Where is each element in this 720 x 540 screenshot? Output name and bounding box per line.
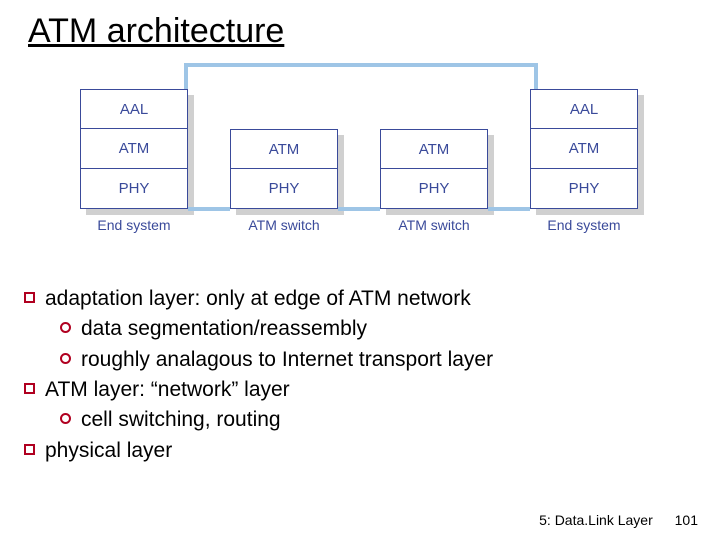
slide-title: ATM architecture bbox=[28, 12, 700, 51]
layer-box: ATM bbox=[80, 129, 188, 169]
stack-caption: End system bbox=[80, 217, 188, 233]
bullet-level-1: physical layer bbox=[24, 437, 700, 465]
circle-bullet-icon bbox=[60, 353, 71, 364]
circle-bullet-icon bbox=[60, 413, 71, 424]
layer-box: PHY bbox=[530, 169, 638, 209]
bullet-level-2: roughly analagous to Internet transport … bbox=[60, 346, 700, 374]
square-bullet-icon bbox=[24, 444, 35, 455]
layer-box: PHY bbox=[80, 169, 188, 209]
phy-wire bbox=[338, 207, 380, 211]
layer-box: ATM bbox=[380, 129, 488, 169]
stack-caption: ATM switch bbox=[380, 217, 488, 233]
stack-caption: End system bbox=[530, 217, 638, 233]
layer-box: AAL bbox=[80, 89, 188, 129]
bullet-text: roughly analagous to Internet transport … bbox=[81, 346, 493, 374]
bullet-level-2: cell switching, routing bbox=[60, 406, 700, 434]
layer-box: AAL bbox=[530, 89, 638, 129]
protocol-stack: AALATMPHY End system bbox=[80, 89, 188, 233]
square-bullet-icon bbox=[24, 383, 35, 394]
bullet-list: adaptation layer: only at edge of ATM ne… bbox=[24, 285, 700, 465]
protocol-stack: ATMPHY ATM switch bbox=[230, 129, 338, 233]
phy-wire bbox=[488, 207, 530, 211]
phy-wire bbox=[188, 207, 230, 211]
bullet-text: ATM layer: “network” layer bbox=[45, 376, 290, 404]
stack-caption: ATM switch bbox=[230, 217, 338, 233]
bullet-text: cell switching, routing bbox=[81, 406, 281, 434]
bullet-text: data segmentation/reassembly bbox=[81, 315, 367, 343]
footer-chapter: 5: Data.Link Layer bbox=[539, 512, 653, 528]
circle-bullet-icon bbox=[60, 322, 71, 333]
aal-wire bbox=[184, 63, 538, 67]
layer-box: ATM bbox=[230, 129, 338, 169]
layer-box: PHY bbox=[380, 169, 488, 209]
bullet-text: physical layer bbox=[45, 437, 172, 465]
layer-box: PHY bbox=[230, 169, 338, 209]
slide-footer: 5: Data.Link Layer 101 bbox=[539, 512, 698, 528]
bullet-level-1: ATM layer: “network” layer bbox=[24, 376, 700, 404]
atm-diagram: AALATMPHYEnd systemATMPHYATM switchATMPH… bbox=[70, 69, 650, 259]
footer-page: 101 bbox=[675, 512, 698, 528]
bullet-text: adaptation layer: only at edge of ATM ne… bbox=[45, 285, 471, 313]
square-bullet-icon bbox=[24, 292, 35, 303]
bullet-level-1: adaptation layer: only at edge of ATM ne… bbox=[24, 285, 700, 313]
protocol-stack: ATMPHY ATM switch bbox=[380, 129, 488, 233]
protocol-stack: AALATMPHY End system bbox=[530, 89, 638, 233]
bullet-level-2: data segmentation/reassembly bbox=[60, 315, 700, 343]
layer-box: ATM bbox=[530, 129, 638, 169]
